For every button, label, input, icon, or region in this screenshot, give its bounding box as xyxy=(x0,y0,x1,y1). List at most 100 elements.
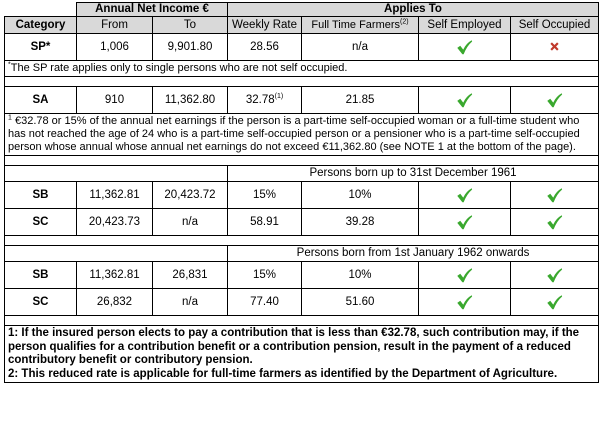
header-applies-to: Applies To xyxy=(227,2,599,17)
s1-sb-from: 11,362.81 xyxy=(76,181,153,209)
s1-sc-full-time-farmers: 39.28 xyxy=(301,208,419,236)
check-icon xyxy=(457,92,473,107)
gap-cell xyxy=(4,235,599,246)
s1-sc-to: n/a xyxy=(152,208,228,236)
s2-sc-weekly-rate: 77.40 xyxy=(227,288,302,316)
sp-note: *The SP rate applies only to single pers… xyxy=(4,60,599,77)
check-icon xyxy=(547,214,563,229)
header-full-time-farmers-label: Full Time Farmers xyxy=(311,18,401,31)
sp-category: SP* xyxy=(4,33,77,61)
s1-sb-self-occupied xyxy=(510,181,599,209)
gap-cell xyxy=(4,76,599,87)
sp-self-employed xyxy=(418,33,511,61)
sa-weekly-rate: 32.78(1) xyxy=(227,86,302,114)
footnotes: 1: If the insured person elects to pay a… xyxy=(4,325,599,383)
check-icon xyxy=(457,294,473,309)
gap-cell xyxy=(4,315,599,326)
s1-sc-weekly-rate: 58.91 xyxy=(227,208,302,236)
header-annual-net-income: Annual Net Income € xyxy=(76,2,228,17)
check-icon xyxy=(457,187,473,202)
s2-sc-self-employed xyxy=(418,288,511,316)
gap-cell xyxy=(4,155,599,166)
s2-sc-to: n/a xyxy=(152,288,228,316)
table-row-sp: SP* 1,006 9,901.80 28.56 n/a xyxy=(4,33,599,61)
s1-sc-self-occupied xyxy=(510,208,599,236)
section1-blank xyxy=(4,165,228,182)
s2-sc-from: 26,832 xyxy=(76,288,153,316)
gap-row xyxy=(4,315,599,326)
s2-sb-self-employed xyxy=(418,261,511,289)
sa-full-time-farmers: 21.85 xyxy=(301,86,419,114)
gap-row xyxy=(4,155,599,166)
check-icon xyxy=(547,92,563,107)
sa-category: SA xyxy=(4,86,77,114)
header-self-occupied: Self Occupied xyxy=(510,16,599,34)
check-icon xyxy=(457,214,473,229)
section2-blank xyxy=(4,245,228,262)
header-weekly-rate: Weekly Rate xyxy=(227,16,302,34)
header-self-employed: Self Employed xyxy=(418,16,511,34)
table-row-section1-sb: SB 11,362.81 20,423.72 15% 10% xyxy=(4,181,599,209)
s2-sc-category: SC xyxy=(4,288,77,316)
sp-note-text: The SP rate applies only to single perso… xyxy=(10,62,348,74)
header-row-columns: Category From To Weekly Rate Full Time F… xyxy=(4,16,599,34)
header-full-time-farmers: Full Time Farmers(2) xyxy=(301,16,419,34)
sa-note-row: 1 €32.78 or 15% of the annual net earnin… xyxy=(4,113,599,156)
header-from: From xyxy=(76,16,153,34)
header-full-time-farmers-sup: (2) xyxy=(400,17,409,25)
s2-sb-self-occupied xyxy=(510,261,599,289)
header-row-top: Annual Net Income € Applies To xyxy=(4,2,599,17)
header-category: Category xyxy=(4,16,77,34)
sa-weekly-rate-sup: (1) xyxy=(274,92,284,100)
check-icon xyxy=(547,187,563,202)
table-row-sa: SA 910 11,362.80 32.78(1) 21.85 xyxy=(4,86,599,114)
sa-note-text: €32.78 or 15% of the annual net earnings… xyxy=(8,115,580,153)
s1-sc-self-employed xyxy=(418,208,511,236)
s1-sb-full-time-farmers: 10% xyxy=(301,181,419,209)
s1-sb-self-employed xyxy=(418,181,511,209)
s2-sb-to: 26,831 xyxy=(152,261,228,289)
footnote-1: 1: If the insured person elects to pay a… xyxy=(8,327,580,366)
s1-sb-to: 20,423.72 xyxy=(152,181,228,209)
sa-note-marker: 1 xyxy=(8,114,12,122)
table-row-section2-sc: SC 26,832 n/a 77.40 51.60 xyxy=(4,288,599,316)
check-icon xyxy=(547,267,563,282)
sa-from: 910 xyxy=(76,86,153,114)
s2-sc-self-occupied xyxy=(510,288,599,316)
sp-self-occupied xyxy=(510,33,599,61)
s2-sb-from: 11,362.81 xyxy=(76,261,153,289)
s2-sc-full-time-farmers: 51.60 xyxy=(301,288,419,316)
section2-title: Persons born from 1st January 1962 onwar… xyxy=(227,245,599,262)
s2-sb-weekly-rate: 15% xyxy=(227,261,302,289)
s2-sb-category: SB xyxy=(4,261,77,289)
section2-title-row: Persons born from 1st January 1962 onwar… xyxy=(4,245,599,262)
s1-sc-from: 20,423.73 xyxy=(76,208,153,236)
s1-sb-category: SB xyxy=(4,181,77,209)
check-icon xyxy=(457,39,473,54)
section1-title-row: Persons born up to 31st December 1961 xyxy=(4,165,599,182)
s1-sc-category: SC xyxy=(4,208,77,236)
sa-to: 11,362.80 xyxy=(152,86,228,114)
sa-self-occupied xyxy=(510,86,599,114)
check-icon xyxy=(457,267,473,282)
sa-weekly-rate-value: 32.78 xyxy=(245,93,275,106)
sa-self-employed xyxy=(418,86,511,114)
sa-note: 1 €32.78 or 15% of the annual net earnin… xyxy=(4,113,599,156)
sp-note-row: *The SP rate applies only to single pers… xyxy=(4,60,599,77)
gap-row xyxy=(4,76,599,87)
cross-icon xyxy=(550,42,559,51)
footnotes-row: 1: If the insured person elects to pay a… xyxy=(4,325,599,383)
sp-full-time-farmers: n/a xyxy=(301,33,419,61)
footnote-2: 2: This reduced rate is applicable for f… xyxy=(8,367,558,380)
table-row-section2-sb: SB 11,362.81 26,831 15% 10% xyxy=(4,261,599,289)
contribution-rates-table: Annual Net Income € Applies To Category … xyxy=(4,2,599,383)
s2-sb-full-time-farmers: 10% xyxy=(301,261,419,289)
gap-row xyxy=(4,235,599,246)
sp-from: 1,006 xyxy=(76,33,153,61)
sp-weekly-rate: 28.56 xyxy=(227,33,302,61)
header-to: To xyxy=(152,16,228,34)
check-icon xyxy=(547,294,563,309)
section1-title: Persons born up to 31st December 1961 xyxy=(227,165,599,182)
sp-note-marker: * xyxy=(8,61,11,69)
